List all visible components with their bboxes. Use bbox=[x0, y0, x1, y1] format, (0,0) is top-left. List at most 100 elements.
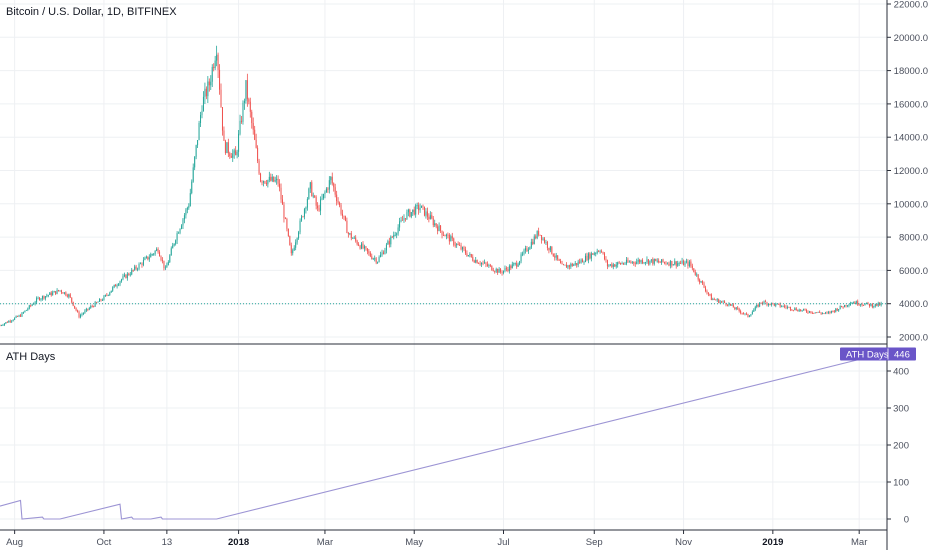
candle-body bbox=[167, 262, 169, 266]
candle-body bbox=[3, 323, 5, 326]
candle-body bbox=[517, 264, 519, 267]
candle-body bbox=[845, 304, 847, 307]
candle-body bbox=[195, 145, 197, 157]
price-tick-label: 4000.0 bbox=[899, 299, 928, 310]
candle-body bbox=[819, 311, 821, 313]
candle-body bbox=[394, 234, 396, 236]
candle-body bbox=[330, 176, 332, 181]
candle-body bbox=[826, 312, 828, 314]
candle-body bbox=[71, 297, 73, 302]
candle-body bbox=[306, 199, 308, 208]
indicator-axis[interactable]: 0 100 200 300 400 bbox=[887, 367, 909, 526]
candle-body bbox=[245, 80, 247, 102]
candle-body bbox=[221, 107, 223, 131]
candle-body bbox=[778, 303, 780, 305]
candle-body bbox=[78, 311, 80, 318]
candle-body bbox=[84, 310, 86, 314]
candle-body bbox=[454, 244, 456, 246]
candle-body bbox=[82, 313, 84, 315]
candle-body bbox=[873, 306, 875, 308]
candle-body bbox=[481, 262, 483, 265]
candle-body bbox=[112, 287, 114, 291]
candle-body bbox=[511, 264, 513, 269]
indicator-tick-label: 300 bbox=[893, 404, 909, 415]
candle-body bbox=[564, 264, 566, 266]
candle-body bbox=[418, 205, 420, 211]
candle-body bbox=[163, 260, 165, 269]
candle-body bbox=[779, 303, 781, 307]
candle-body bbox=[523, 250, 525, 254]
candle-body bbox=[688, 261, 690, 266]
candle-body bbox=[317, 205, 319, 209]
candle-body bbox=[131, 269, 133, 275]
candle-body bbox=[182, 219, 184, 226]
candle-body bbox=[276, 178, 278, 181]
candle-body bbox=[470, 254, 472, 257]
candle-body bbox=[618, 262, 620, 264]
candle-body bbox=[384, 250, 386, 255]
candle-body bbox=[715, 299, 717, 301]
candle-body bbox=[265, 183, 267, 185]
candle-body bbox=[347, 233, 349, 234]
candle-body bbox=[479, 263, 481, 265]
candle-body bbox=[473, 260, 475, 263]
candle-body bbox=[91, 306, 93, 307]
candle-body bbox=[782, 305, 784, 307]
candle-body bbox=[497, 269, 499, 273]
candle-body bbox=[653, 258, 655, 264]
candle-body bbox=[305, 207, 307, 210]
candle-body bbox=[240, 120, 243, 122]
candle-body bbox=[36, 298, 38, 303]
candle-body bbox=[751, 311, 753, 315]
candle-body bbox=[748, 315, 750, 317]
candle-body bbox=[608, 265, 610, 267]
candle-body bbox=[147, 256, 149, 260]
candle-body bbox=[546, 242, 548, 248]
candle-body bbox=[789, 306, 791, 310]
candle-body bbox=[672, 264, 674, 266]
candle-body bbox=[784, 305, 786, 307]
candle-body bbox=[483, 262, 485, 264]
time-tick-label: Nov bbox=[675, 537, 692, 548]
candle-body bbox=[175, 240, 177, 244]
candle-body bbox=[693, 268, 695, 273]
candle-body bbox=[96, 302, 98, 303]
candle-body bbox=[538, 231, 540, 235]
candle-body bbox=[643, 262, 645, 264]
candle-body bbox=[104, 294, 106, 297]
candle-body bbox=[397, 227, 399, 234]
candle-body bbox=[805, 310, 808, 312]
grid bbox=[0, 0, 887, 530]
candle-body bbox=[536, 231, 538, 239]
candle-body bbox=[772, 302, 774, 304]
candle-body bbox=[431, 215, 433, 219]
candle-body bbox=[385, 244, 387, 251]
candle-body bbox=[709, 294, 711, 295]
candle-body bbox=[721, 301, 723, 303]
candle-body bbox=[270, 176, 272, 181]
candle-body bbox=[565, 264, 567, 268]
candle-body bbox=[425, 211, 427, 216]
ath-days-series[interactable] bbox=[0, 353, 882, 520]
price-candles[interactable] bbox=[0, 45, 882, 327]
candle-body bbox=[590, 253, 592, 259]
candle-body bbox=[264, 181, 266, 184]
candle-body bbox=[262, 181, 264, 183]
candle-body bbox=[634, 263, 636, 264]
candle-body bbox=[137, 268, 139, 270]
candle-body bbox=[280, 187, 282, 200]
candle-body bbox=[628, 261, 630, 263]
candle-body bbox=[808, 311, 810, 313]
price-axis[interactable]: 2000.0 4000.0 6000.0 8000.0 10000.0 12000.0 14… bbox=[887, 0, 928, 344]
candle-body bbox=[33, 303, 35, 305]
candle-body bbox=[226, 142, 228, 154]
candle-body bbox=[334, 187, 336, 195]
candle-body bbox=[286, 218, 288, 229]
candle-body bbox=[599, 251, 601, 253]
candle-body bbox=[857, 301, 859, 305]
time-axis[interactable]: Aug Oct 13 2018 Mar May Jul Sep Nov 2019 Mar bbox=[6, 530, 867, 548]
ath-days-line[interactable] bbox=[0, 353, 882, 520]
candle-body bbox=[59, 290, 61, 292]
candle-body bbox=[141, 263, 143, 265]
